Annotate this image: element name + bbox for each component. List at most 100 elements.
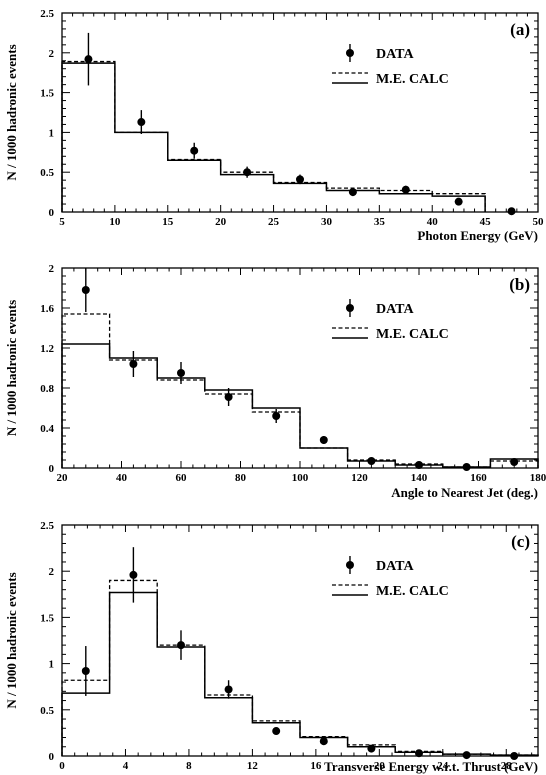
x-tick-label: 20	[215, 216, 227, 228]
y-axis-label: N / 1000 hadronic events	[4, 572, 19, 708]
data-point	[319, 436, 328, 444]
data-point	[177, 641, 185, 650]
calc-histogram-dashed	[61, 60, 486, 212]
legend-data-marker	[345, 304, 354, 312]
y-tick-label: 1	[49, 659, 55, 671]
y-tick-label: 2	[49, 263, 55, 275]
data-point	[401, 185, 410, 194]
x-tick-label: 45	[480, 216, 492, 228]
panel-3: 0 4 8 12 16 20 24 28 0 0.5 1 1.5 2 2.5 Transverse Ener…	[4, 520, 539, 774]
y-axis-label: N / 1000 hadronic events	[4, 44, 19, 180]
y-tick-label: 0	[49, 751, 55, 763]
data-point	[224, 393, 233, 401]
legend-calc-label: M.E. CALC	[376, 72, 449, 87]
data-point	[510, 752, 519, 760]
y-tick-label: 1	[49, 127, 55, 139]
x-tick-label: 15	[162, 216, 174, 228]
data-point	[84, 55, 93, 64]
x-tick-label: 35	[374, 216, 386, 228]
x-tick-label: 40	[427, 216, 439, 228]
data-point	[243, 168, 252, 177]
data-point	[507, 207, 516, 216]
x-tick-label: 0	[59, 760, 65, 772]
data-point	[272, 412, 281, 420]
data-point	[319, 737, 328, 746]
x-tick-label: 10	[109, 216, 121, 228]
y-tick-label: 0	[49, 463, 55, 475]
data-point	[129, 360, 138, 368]
x-tick-label: 16	[310, 760, 322, 772]
y-tick-label: 1.2	[40, 343, 54, 355]
y-tick-label: 0	[49, 207, 55, 219]
y-tick-label: 2.5	[40, 8, 54, 20]
y-tick-label: 1.6	[40, 303, 54, 315]
y-tick-label: 1.5	[40, 88, 54, 100]
data-point	[454, 197, 463, 206]
y-tick-label: 2.5	[40, 520, 54, 532]
data-point	[81, 666, 90, 675]
data-point	[177, 369, 185, 377]
x-tick-label: 20	[374, 760, 386, 772]
x-tick-label: 12	[247, 760, 259, 772]
data-point	[367, 457, 376, 465]
x-tick-label: 140	[411, 472, 428, 484]
y-tick-label: 0.8	[40, 383, 54, 395]
x-tick-label: 160	[470, 472, 487, 484]
y-tick-label: 0.4	[40, 423, 54, 435]
x-tick-label: 8	[186, 760, 192, 772]
legend: DATA M.E. CALC	[331, 44, 449, 87]
legend-data-marker	[345, 561, 354, 569]
panel-1: 5 10 15 20 25 30 35 40 45 50 0 0.5 1 1.5 2 2.5 Photon En…	[4, 8, 544, 243]
calc-histogram-dashed	[61, 579, 539, 756]
x-axis-label: Photon Energy (GeV)	[417, 228, 538, 243]
data-point	[190, 146, 199, 155]
x-tick-label: 20	[57, 472, 69, 484]
data-point	[462, 751, 471, 760]
x-tick-label: 50	[533, 216, 545, 228]
x-tick-label: 80	[235, 472, 247, 484]
data-point	[81, 286, 90, 294]
y-tick-label: 1.5	[40, 612, 54, 624]
data-point	[415, 461, 423, 469]
legend-data-label: DATA	[376, 302, 414, 317]
y-tick-label: 2	[49, 566, 55, 578]
data-point	[367, 744, 376, 753]
y-tick-label: 2	[49, 48, 55, 60]
calc-histogram-solid	[61, 591, 539, 756]
panel-label: (a)	[510, 20, 530, 39]
legend: DATA M.E. CALC	[331, 556, 449, 599]
y-tick-label: 0.5	[40, 167, 54, 179]
x-tick-label: 28	[501, 760, 513, 772]
legend-calc-label: M.E. CALC	[376, 584, 449, 599]
legend-data-label: DATA	[376, 559, 414, 574]
data-point	[296, 175, 304, 184]
x-tick-label: 100	[292, 472, 309, 484]
legend-data-marker	[345, 49, 354, 57]
panel-label: (b)	[509, 275, 530, 294]
data-point	[462, 463, 471, 471]
data-point	[348, 188, 357, 197]
x-tick-label: 5	[59, 216, 65, 228]
data-point	[510, 458, 519, 466]
data-point	[137, 118, 146, 127]
panel-2: 20 40 60 80 100 120 140 160 180 0 0.4 0.8 1.2 1.6 2 Ang…	[4, 263, 546, 500]
x-tick-label: 120	[351, 472, 368, 484]
data-point	[129, 570, 138, 579]
x-tick-label: 180	[530, 472, 546, 484]
x-tick-label: 30	[321, 216, 333, 228]
y-tick-label: 0.5	[40, 705, 54, 717]
plot-frame	[61, 524, 539, 757]
legend: DATA M.E. CALC	[331, 299, 449, 342]
x-tick-label: 24	[437, 760, 449, 772]
legend-data-label: DATA	[376, 47, 414, 62]
x-axis-label: Angle to Nearest Jet (deg.)	[391, 485, 538, 500]
x-tick-label: 4	[123, 760, 129, 772]
panel-label: (c)	[511, 532, 530, 551]
y-axis-label: N / 1000 hadronic events	[4, 300, 19, 436]
x-tick-label: 40	[116, 472, 128, 484]
calc-histogram-dashed	[61, 313, 539, 468]
x-tick-label: 25	[268, 216, 280, 228]
x-tick-label: 60	[176, 472, 188, 484]
data-point	[415, 749, 423, 758]
